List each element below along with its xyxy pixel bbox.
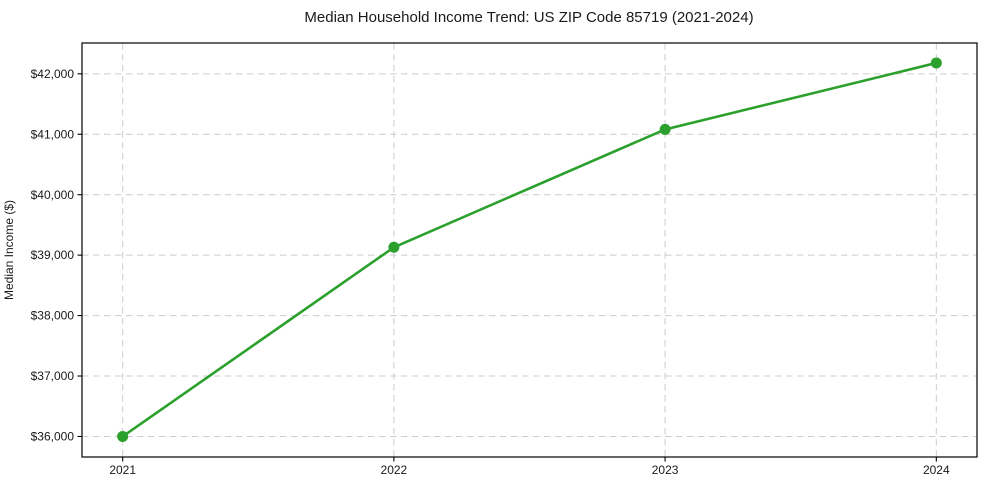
- x-tick-label: 2024: [923, 463, 950, 477]
- plot-border: [81, 42, 978, 458]
- y-tick-label: $37,000: [31, 369, 75, 383]
- data-series: [117, 57, 942, 442]
- y-tick-label: $38,000: [31, 309, 75, 323]
- y-tick-label: $39,000: [31, 248, 75, 262]
- data-point-marker: [388, 241, 400, 253]
- gridlines: [82, 43, 977, 457]
- y-tick-label: $41,000: [31, 127, 75, 141]
- y-axis-label: Median Income ($): [2, 200, 16, 300]
- tick-labels: $36,000 $37,000 $38,000 $39,000 $40,000 $41,0…: [31, 67, 950, 477]
- x-tick-label: 2022: [381, 463, 408, 477]
- y-tick-label: $40,000: [31, 188, 75, 202]
- x-tick-label: 2023: [652, 463, 679, 477]
- y-tick-label: $42,000: [31, 67, 75, 81]
- chart-title: Median Household Income Trend: US ZIP Co…: [304, 9, 753, 26]
- trend-line: [121, 61, 938, 438]
- data-point-marker: [659, 123, 671, 135]
- data-point-marker: [117, 430, 129, 442]
- x-tick-label: 2021: [109, 463, 136, 477]
- axis-ticks: [77, 73, 937, 462]
- data-point-marker: [930, 57, 942, 69]
- y-tick-label: $36,000: [31, 430, 75, 444]
